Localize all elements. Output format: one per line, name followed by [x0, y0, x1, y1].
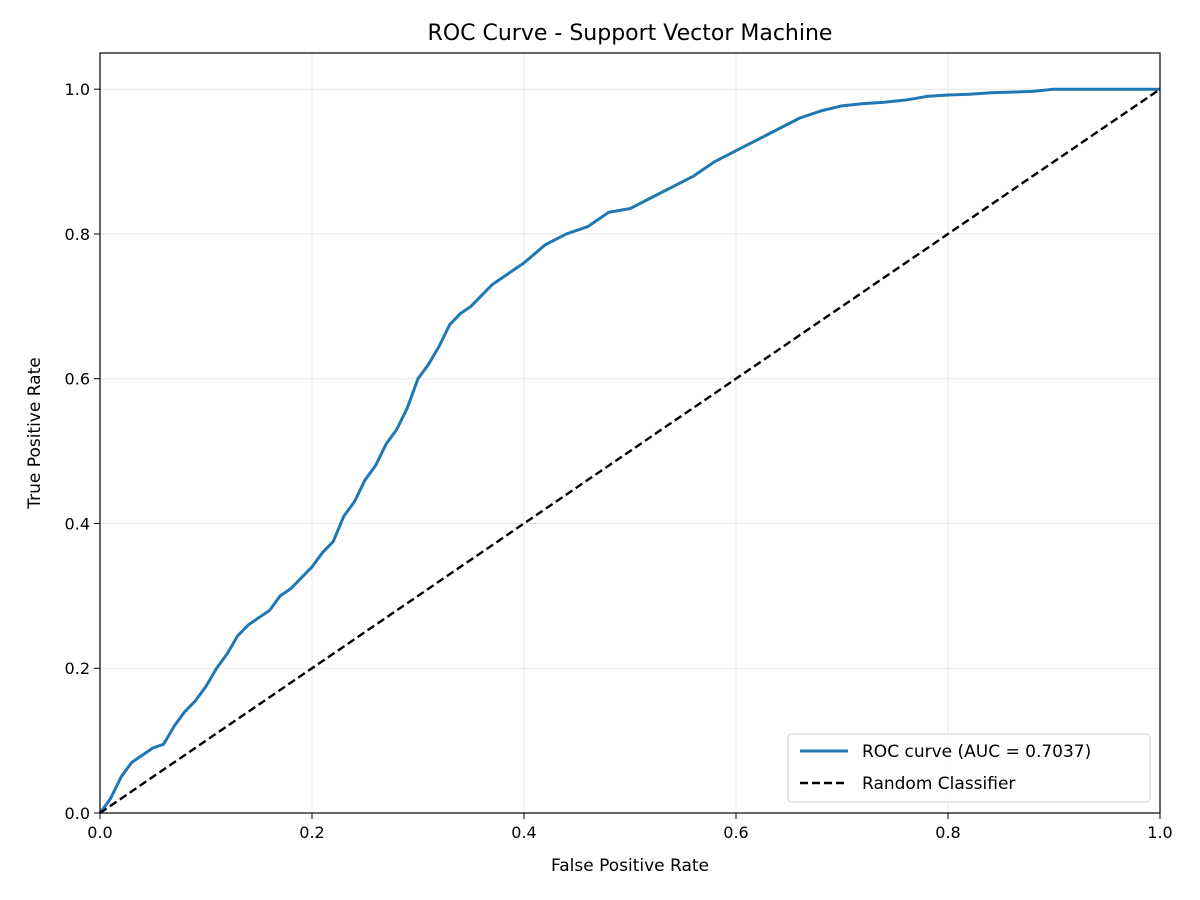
chart-title: ROC Curve - Support Vector Machine	[428, 21, 833, 46]
legend: ROC curve (AUC = 0.7037) Random Classifi…	[787, 733, 1151, 803]
y-tick-label: 0.4	[65, 514, 90, 533]
plot-frame	[99, 52, 1161, 814]
x-tick-label: 0.4	[511, 823, 536, 842]
x-tick-label: 0.2	[299, 823, 324, 842]
legend-label-roc: ROC curve (AUC = 0.7037)	[862, 742, 1091, 762]
axis-ticks: 0.0 0.2 0.4 0.6 0.8 1.0 0.0 0.2 0.4 0.6 0.8 1.0	[65, 80, 1173, 842]
y-axis-label: True Positive Rate	[25, 357, 45, 509]
x-tick-label: 0.8	[935, 823, 960, 842]
grid-lines	[99, 53, 1161, 814]
y-tick-label: 0.0	[65, 804, 90, 823]
y-tick-label: 0.8	[65, 225, 90, 244]
x-tick-label: 0.0	[87, 823, 112, 842]
series-group	[98, 87, 1161, 814]
y-tick-label: 0.6	[65, 370, 90, 389]
roc-curve-line	[98, 87, 1160, 814]
y-tick-label: 1.0	[65, 80, 90, 99]
legend-label-random: Random Classifier	[862, 774, 1015, 794]
x-tick-label: 1.0	[1147, 823, 1172, 842]
x-tick-label: 0.6	[723, 823, 748, 842]
legend-box	[787, 733, 1151, 803]
y-tick-label: 0.2	[65, 659, 90, 678]
x-axis-label: False Positive Rate	[551, 856, 709, 876]
random-classifier-line	[99, 88, 1161, 814]
